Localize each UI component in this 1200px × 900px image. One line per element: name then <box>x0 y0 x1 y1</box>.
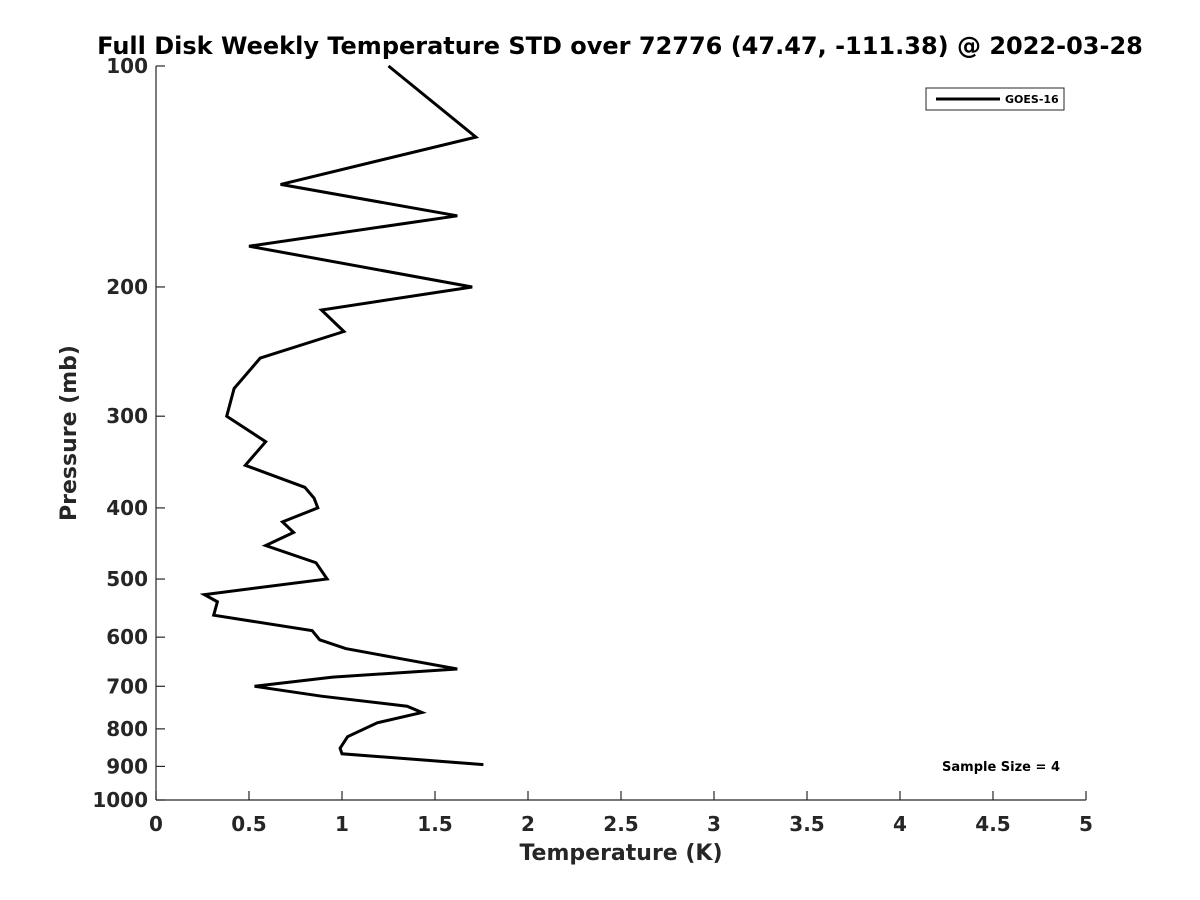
y-tick-label: 400 <box>106 496 148 520</box>
legend: GOES-16 <box>925 87 1065 111</box>
x-tick-label: 2.5 <box>603 812 638 836</box>
y-tick-label: 500 <box>106 567 148 591</box>
series-layer <box>199 64 484 767</box>
x-tick-label: 3 <box>707 812 721 836</box>
x-ticks-group: 0 0.5 1 1.5 2 2.5 3 3.5 4 4.5 5 <box>149 791 1093 836</box>
x-tick-label: 5 <box>1079 812 1093 836</box>
x-tick-label: 4.5 <box>975 812 1010 836</box>
x-tick-label: 3.5 <box>789 812 824 836</box>
x-axis-label: Temperature (K) <box>519 841 722 866</box>
y-tick-label: 300 <box>106 404 148 428</box>
legend-entry-goes-16: GOES-16 <box>1005 93 1059 106</box>
y-tick-label: 100 <box>106 54 148 78</box>
chart-title: Full Disk Weekly Temperature STD over 72… <box>97 32 1143 60</box>
x-tick-label: 4 <box>893 812 907 836</box>
y-tick-label: 600 <box>106 625 148 649</box>
y-axis-label: Pressure (mb) <box>57 345 82 521</box>
y-tick-label: 1000 <box>92 788 148 812</box>
x-tick-label: 1 <box>335 812 349 836</box>
sample-size-annotation: Sample Size = 4 <box>942 760 1060 775</box>
y-tick-label: 900 <box>106 754 148 778</box>
y-tick-label: 800 <box>106 717 148 741</box>
y-tick-label: 700 <box>106 674 148 698</box>
x-tick-label: 0.5 <box>231 812 266 836</box>
x-tick-label: 1.5 <box>417 812 452 836</box>
y-ticks-group: 100 200 300 400 500 600 700 800 900 1000 <box>92 54 165 812</box>
x-tick-label: 2 <box>521 812 535 836</box>
x-tick-label: 0 <box>149 812 163 836</box>
y-tick-label: 200 <box>106 275 148 299</box>
